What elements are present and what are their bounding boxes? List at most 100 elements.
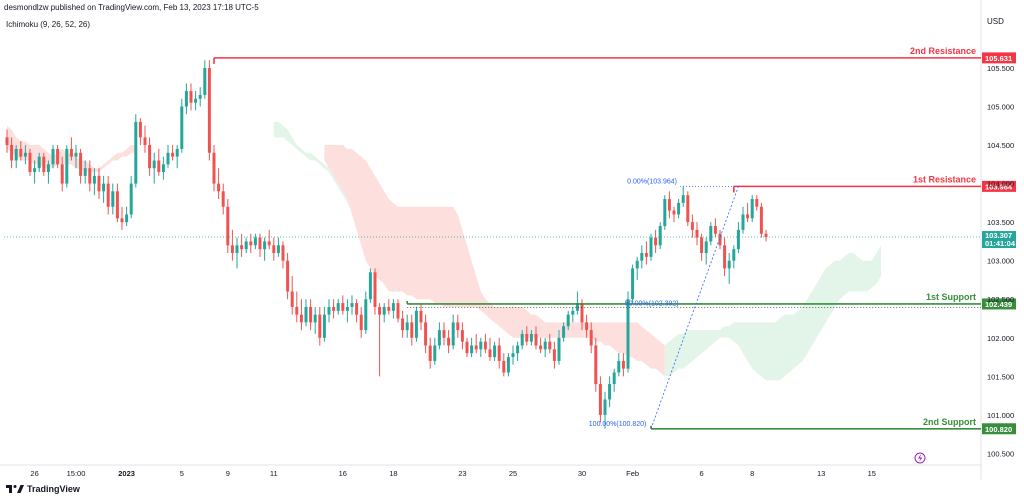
candle-body — [695, 229, 699, 238]
candle-body — [391, 303, 395, 311]
current-price-countdown: 01:41:04 — [985, 239, 1016, 248]
candle-body — [322, 314, 326, 338]
candle-body — [134, 121, 138, 184]
candle-body — [465, 341, 469, 354]
candle-body — [617, 360, 621, 373]
lightning-icon[interactable] — [914, 452, 926, 464]
candle-body — [125, 214, 129, 223]
tradingview-brand: TradingView — [27, 484, 80, 494]
candle-body — [281, 245, 285, 261]
candle-body — [51, 148, 55, 165]
y-tick-label: 100.500 — [987, 449, 1014, 458]
candle-body — [92, 175, 96, 184]
candle-body — [626, 299, 630, 369]
candle-body — [428, 345, 432, 361]
candle-body — [718, 233, 722, 246]
candle-body — [106, 183, 110, 207]
candle-body — [594, 345, 598, 385]
level-price-value: 102.439 — [985, 300, 1012, 309]
candle-body — [129, 183, 133, 215]
candle-body — [157, 160, 161, 173]
level-price-tag — [982, 180, 1016, 192]
y-tick-label: 101.500 — [987, 372, 1014, 381]
level-price-value: 100.820 — [985, 425, 1012, 434]
candle-body — [479, 341, 483, 350]
candle-body — [14, 148, 18, 161]
candle-body — [65, 148, 69, 184]
candle-body — [230, 245, 234, 253]
candle-body — [608, 384, 612, 400]
level-price-value: 105.631 — [985, 54, 1012, 63]
candle-body — [493, 345, 497, 358]
candle-body — [88, 168, 92, 184]
candle-body — [368, 272, 372, 300]
candle-body — [171, 152, 175, 157]
x-tick-label: 13 — [817, 469, 825, 478]
level-name: 2nd Support — [923, 417, 976, 427]
candle-body — [180, 106, 184, 149]
candle-body — [203, 67, 207, 95]
candle-body — [235, 245, 239, 253]
candle-body — [470, 345, 474, 354]
candle-body — [575, 303, 579, 311]
candle-body — [37, 156, 41, 169]
candle-body — [410, 322, 414, 338]
x-tick-label: 15 — [868, 469, 876, 478]
candle-body — [359, 314, 363, 331]
candle-body — [286, 260, 290, 292]
candle-body — [483, 341, 487, 350]
candle-body — [102, 183, 106, 192]
y-tick-label: 102.500 — [987, 295, 1014, 304]
candle-body — [295, 306, 299, 315]
candle-body — [189, 91, 193, 103]
candle-body — [603, 399, 607, 415]
candle-body — [506, 357, 510, 373]
candle-body — [414, 310, 418, 338]
candle-body — [194, 98, 198, 103]
candle-body — [539, 345, 543, 350]
candle-body — [700, 237, 704, 253]
candle-body — [704, 241, 708, 253]
level-name: 1st Support — [926, 292, 976, 302]
candle-body — [143, 137, 147, 146]
candle-body — [451, 322, 455, 346]
cloud-segment-1 — [273, 121, 357, 215]
candle-body — [433, 345, 437, 361]
candle-body — [148, 145, 152, 169]
candle-body — [184, 91, 188, 107]
level-name: 2nd Resistance — [910, 46, 976, 56]
candle-body — [497, 345, 501, 361]
tradingview-logo[interactable]: TradingView — [6, 484, 80, 494]
level-price-value: 103.964 — [985, 182, 1013, 191]
candle-body — [598, 384, 602, 415]
candle-body — [318, 314, 322, 338]
candle-body — [120, 218, 124, 223]
candle-body — [516, 345, 520, 354]
candle-body — [79, 152, 83, 176]
candle-body — [580, 303, 584, 323]
candle-body — [723, 245, 727, 269]
candle-body — [56, 148, 60, 165]
candle-body — [520, 333, 524, 346]
x-tick-label: 8 — [750, 469, 754, 478]
candle-body — [74, 152, 78, 157]
candle-body — [42, 156, 46, 173]
candle-body — [529, 333, 533, 342]
candle-body — [585, 322, 589, 331]
candle-body — [681, 195, 685, 203]
candle-body — [313, 314, 317, 323]
candle-body — [23, 152, 27, 157]
candle-body — [97, 175, 101, 192]
candle-body — [442, 330, 446, 338]
candle-body — [612, 372, 616, 385]
candle-body — [727, 260, 731, 269]
candle-body — [396, 303, 400, 319]
candle-body — [382, 306, 386, 315]
candle-body — [755, 199, 759, 207]
candle-body — [566, 314, 570, 327]
candle-body — [378, 306, 382, 315]
candle-body — [405, 322, 409, 331]
candle-body — [732, 249, 736, 261]
candle-body — [345, 306, 349, 311]
